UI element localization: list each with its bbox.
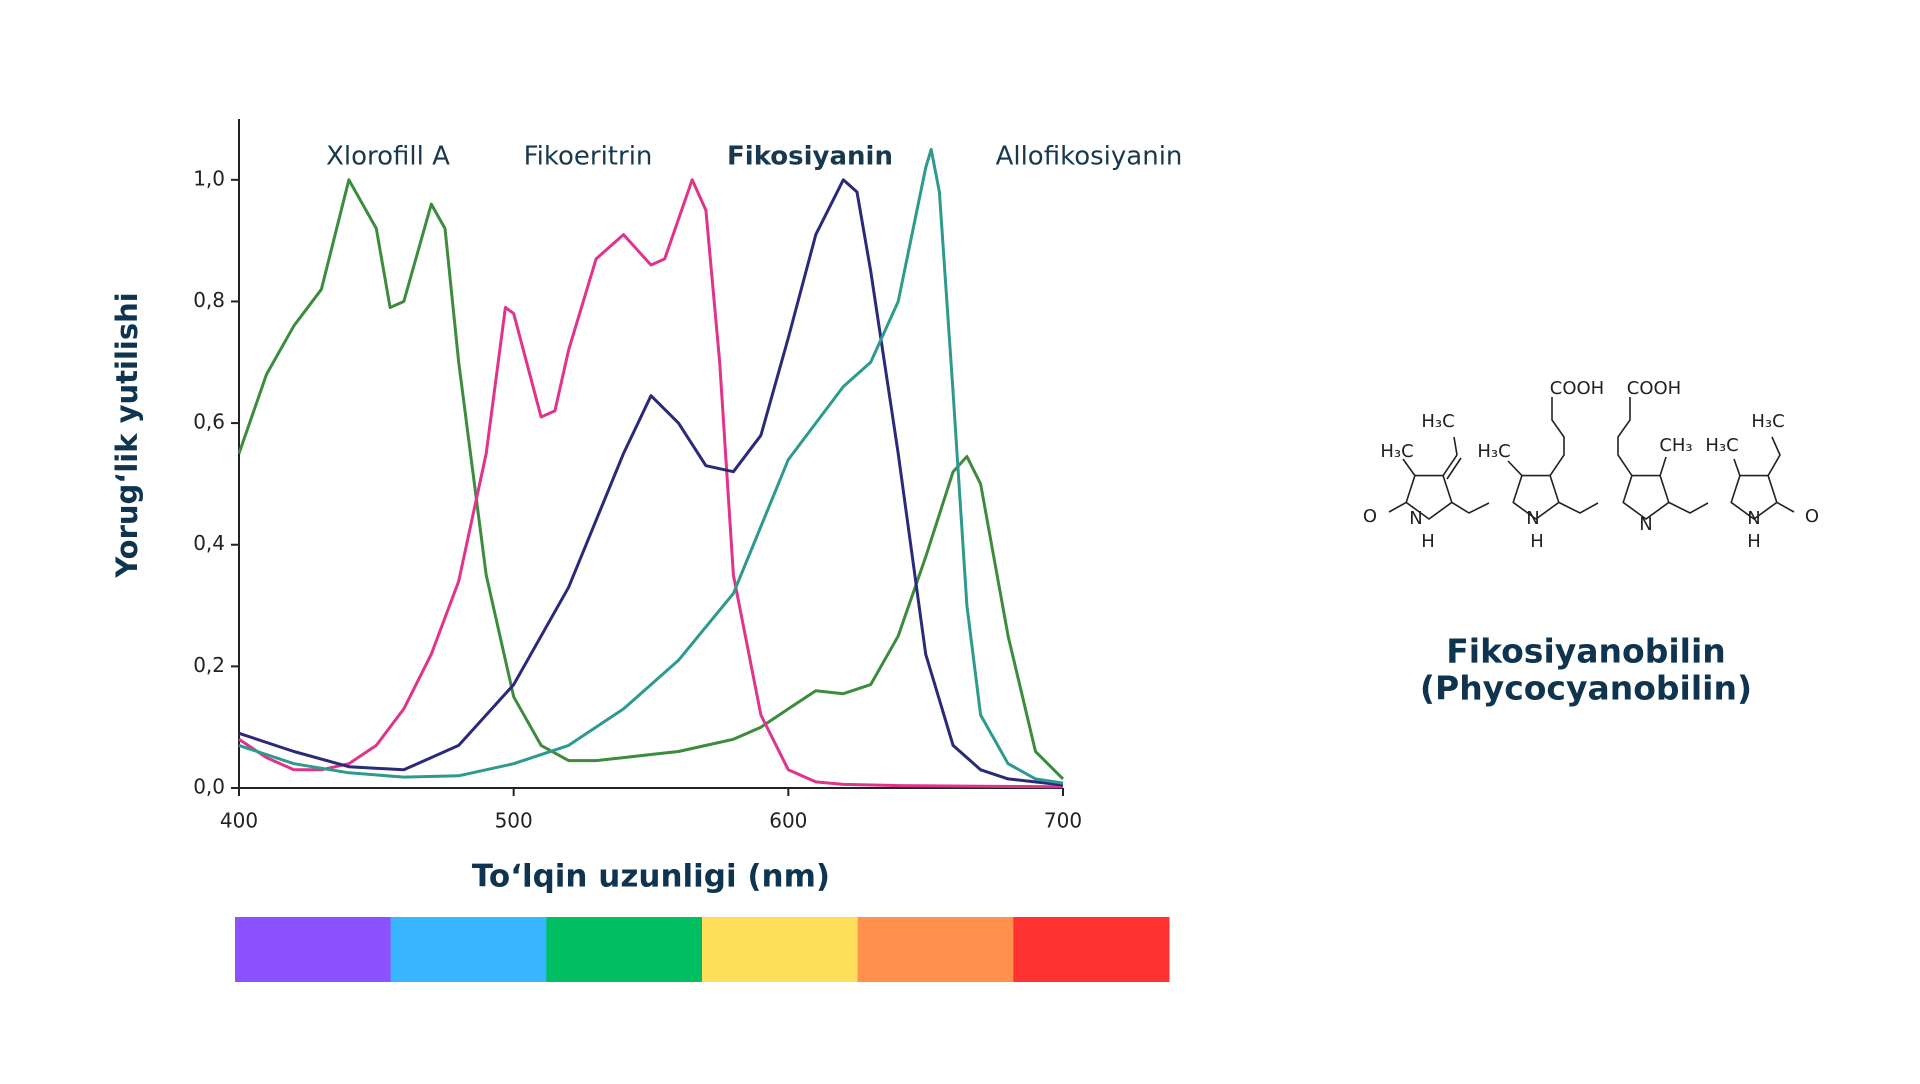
bond [1733,458,1741,476]
atom-label: H₃C [1421,411,1454,432]
bond [1659,456,1667,476]
x-tick-label: 500 [495,809,533,833]
y-tick-label: 1,0 [193,166,225,190]
molecule-alt-name: (Phycocyanobilin) [1420,669,1752,708]
molecule-structure [1388,397,1795,520]
ring [1512,474,1560,520]
atom-label: H₃C [1380,441,1413,462]
y-tick-label: 0,4 [193,531,225,555]
y-tick-label: 0,2 [193,653,225,677]
atom-label: N [1526,508,1539,529]
series-label: Allofikosiyanin [996,142,1183,172]
series-line [238,178,1064,787]
atom-label: H [1421,531,1435,552]
spectrum-band [546,917,703,982]
bond [1453,436,1458,456]
atom-label: COOH [1627,378,1681,399]
ring [1730,474,1778,520]
bond [1776,501,1795,513]
bond [1388,501,1407,513]
atom-label: CH₃ [1659,435,1692,456]
atom-label: H₃C [1477,441,1510,462]
bond [1507,460,1523,477]
series-label: Xlorofill A [326,142,450,172]
x-axis-label: To‘lqin uzunligi (nm) [472,859,830,895]
spectrum-band [857,917,1014,982]
y-axis-label: Yorug‘lik yutilishi [110,292,144,578]
bond [1446,457,1462,480]
ring [1405,474,1453,520]
atom-label: H [1747,531,1761,552]
x-tick-label: 700 [1044,809,1082,833]
atom-label: N [1409,508,1422,529]
atom-label: H [1530,531,1544,552]
x-tick-label: 400 [220,809,258,833]
atom-label: H₃C [1751,411,1784,432]
atom-label: H₃C [1705,435,1738,456]
bond [1668,501,1709,514]
bond [1451,501,1490,514]
series-label: Fikoeritrin [524,142,653,172]
series-label: Fikosiyanin [727,142,893,172]
x-tick-label: 600 [769,809,807,833]
atom-label: O [1805,506,1819,527]
series-line [238,147,1064,785]
y-tick-label: 0,8 [193,288,225,312]
ring [1622,474,1670,520]
bond [1549,397,1565,477]
bond [1442,454,1458,477]
series-line [237,178,1065,780]
bond [1767,436,1781,477]
atom-label: COOH [1550,378,1604,399]
spectrum-band [390,917,547,982]
bond [1558,501,1599,514]
bond [1617,397,1633,477]
series-line [238,178,1064,789]
spectrum-band [235,917,392,982]
y-tick-label: 0,6 [193,410,225,434]
y-tick-label: 0,0 [193,775,225,799]
atom-label: O [1363,506,1377,527]
atom-label: N [1747,508,1760,529]
spectrum-band [702,917,859,982]
spectrum-band [1013,917,1170,982]
atom-label: N [1639,514,1652,535]
molecule-name: Fikosiyanobilin [1446,632,1726,671]
bond [1402,458,1416,477]
